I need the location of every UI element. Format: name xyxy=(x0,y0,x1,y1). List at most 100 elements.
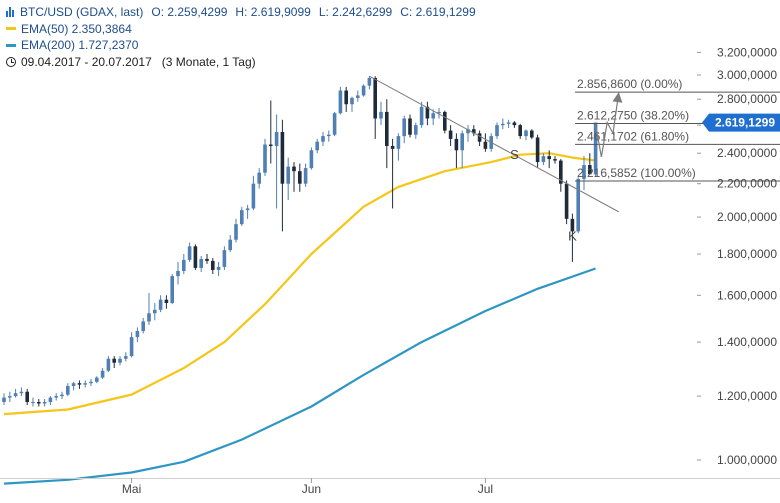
candle-body xyxy=(66,386,70,395)
candle-body xyxy=(83,383,87,385)
candle-body xyxy=(2,397,6,402)
candle xyxy=(332,111,337,137)
candle-body xyxy=(390,145,395,149)
candle xyxy=(31,397,35,407)
candle-body xyxy=(564,183,569,219)
candle-body xyxy=(60,394,64,397)
y-tick-label: 2.800,0000 xyxy=(717,92,777,106)
ema50-line xyxy=(3,152,596,416)
candle-body xyxy=(367,77,372,86)
candle xyxy=(257,168,261,189)
last-price-badge-bg xyxy=(702,113,780,132)
x-tick-label: Jun xyxy=(302,482,321,496)
candle xyxy=(8,391,12,402)
candle-body xyxy=(506,122,511,124)
candle xyxy=(141,317,145,334)
candle-body xyxy=(518,125,522,137)
candle-body xyxy=(129,337,134,357)
candle-body xyxy=(106,358,111,371)
ema200-row[interactable]: EMA(200) 1.727,2370 xyxy=(6,37,476,54)
candle xyxy=(19,387,24,397)
candle-body xyxy=(77,383,82,385)
candle-body xyxy=(402,118,406,137)
low-value: L: 2.242,6299 xyxy=(318,5,393,19)
candle-body xyxy=(170,276,174,304)
candle-body xyxy=(547,156,551,160)
candle xyxy=(448,125,453,146)
candle-body xyxy=(205,258,209,261)
annotation-label: S xyxy=(510,147,519,162)
candle-body xyxy=(303,168,308,184)
candle xyxy=(495,122,499,139)
candle-body xyxy=(280,131,285,184)
candle-body xyxy=(332,113,337,135)
candle xyxy=(530,129,534,139)
candle xyxy=(570,213,575,262)
candle xyxy=(176,261,180,285)
candle xyxy=(385,99,389,169)
candle-body xyxy=(199,258,203,268)
candle-body xyxy=(234,224,238,240)
candle-body xyxy=(216,266,221,270)
candle xyxy=(431,109,435,126)
candle-body xyxy=(570,218,575,232)
ema200-label: EMA(200) 1.727,2370 xyxy=(21,38,139,52)
date-range-row: 09.04.2017 - 20.07.2017 (3 Monate, 1 Tag… xyxy=(6,54,476,71)
candle xyxy=(541,153,546,166)
candle xyxy=(199,255,203,272)
candle xyxy=(263,138,267,176)
candle-body xyxy=(356,95,360,98)
fib-level-label: 2.856,8600 (0.00%) xyxy=(577,77,682,91)
candle xyxy=(164,295,169,309)
candle xyxy=(13,388,18,398)
candle xyxy=(274,114,279,209)
candle-body xyxy=(431,113,435,119)
ema50-swatch xyxy=(6,27,16,31)
candle xyxy=(361,84,366,97)
candle xyxy=(71,381,76,391)
candle xyxy=(286,157,290,200)
date-range-label: 09.04.2017 - 20.07.2017 (3 Monate, 1 Tag… xyxy=(21,54,256,69)
candle-body xyxy=(182,259,186,271)
candle xyxy=(483,133,488,152)
candle xyxy=(350,96,354,112)
candle-body xyxy=(327,134,331,137)
candle-body xyxy=(414,125,418,135)
candle-body xyxy=(13,393,18,397)
bars-icon xyxy=(6,7,16,18)
candle xyxy=(535,134,540,169)
candle-body xyxy=(153,309,157,314)
candle xyxy=(37,399,41,407)
candle xyxy=(338,86,343,115)
candle-body xyxy=(176,270,180,277)
candle-body xyxy=(187,246,192,260)
candle-body xyxy=(48,397,53,402)
last-price-badge: 2.619,1299 xyxy=(702,113,780,132)
candle-body xyxy=(338,90,343,114)
clock-icon xyxy=(6,56,16,67)
candle-body xyxy=(559,160,563,184)
candle xyxy=(593,122,598,177)
candle-body xyxy=(541,156,546,163)
candle xyxy=(402,115,406,144)
ema50-row[interactable]: EMA(50) 2.350,3864 xyxy=(6,21,476,38)
candle xyxy=(153,303,157,321)
candle xyxy=(222,246,227,270)
candle-body xyxy=(495,125,499,137)
candle xyxy=(60,391,64,400)
y-tick-label: 2.200,0000 xyxy=(717,177,777,191)
candle xyxy=(48,396,53,405)
candle xyxy=(269,100,273,164)
candle xyxy=(356,90,360,102)
symbol-label[interactable]: BTC/USD (GDAX, last) xyxy=(20,5,144,19)
candle xyxy=(564,180,569,225)
candle-body xyxy=(512,122,517,126)
candle xyxy=(303,163,308,187)
last-price-label: 2.619,1299 xyxy=(715,116,775,130)
candle-body xyxy=(269,144,273,146)
candle xyxy=(234,218,238,243)
candle-body xyxy=(501,123,505,126)
projection-path xyxy=(595,92,620,158)
